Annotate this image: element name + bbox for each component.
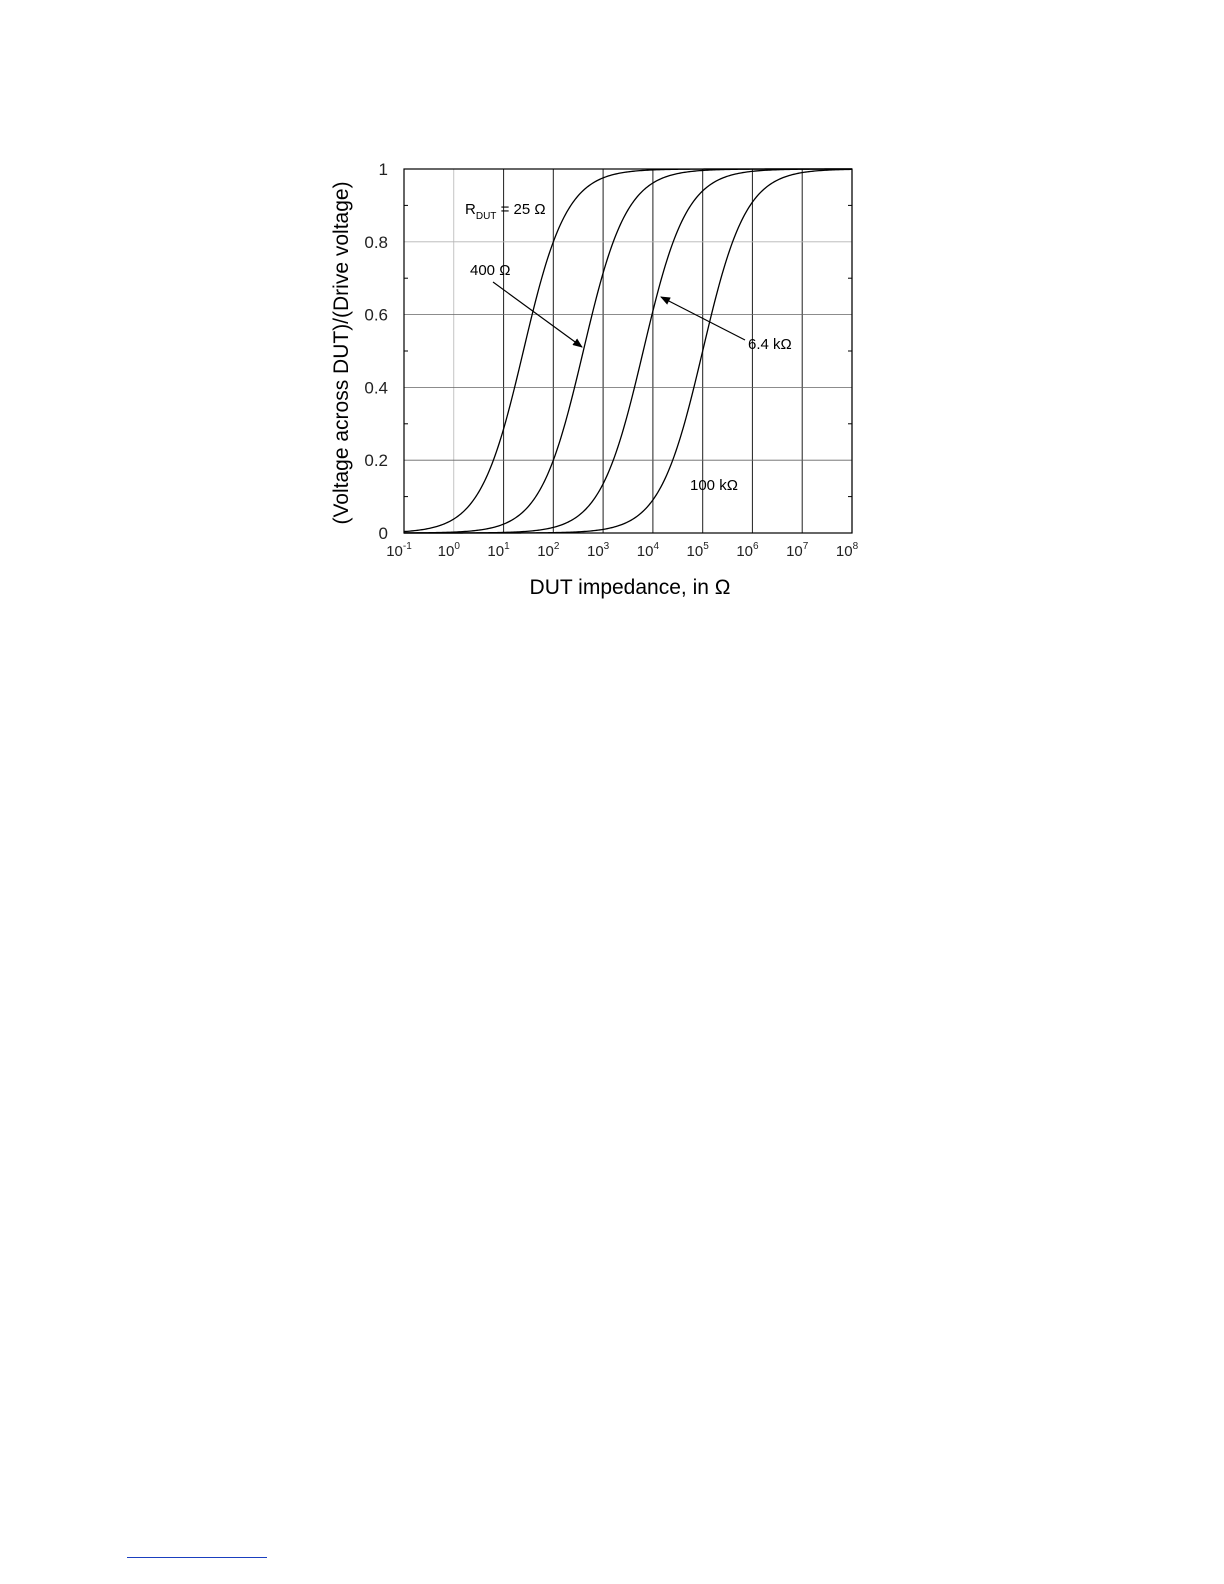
x-tick-label: 100 [438,541,461,560]
x-tick-label: 104 [637,541,660,560]
arrow-6-4-kohm [660,296,746,341]
x-axis-title: DUT impedance, in Ω [530,576,731,599]
y-tick-label: 0.6 [364,306,388,325]
annotation-r-main: R [465,201,476,218]
annotation-r-rest: = 25 Ω [496,201,545,218]
x-tick-label: 102 [537,541,560,560]
x-tick-label: 108 [836,541,859,560]
annotation-400-ohm: 400 Ω [470,262,510,279]
arrow-400-ohm [492,281,583,348]
annotation-100-kohm: 100 kΩ [690,477,738,494]
x-tick-label: 105 [687,541,710,560]
x-tick-label: 101 [487,541,510,560]
annotation-6-4-kohm: 6.4 kΩ [748,336,792,353]
y-tick-label: 1 [379,160,388,179]
footnote-rule [127,1557,267,1558]
x-tick-label: 106 [736,541,759,560]
y-axis-title: (Voltage across DUT)/(Drive voltage) [330,181,353,524]
y-tick-label: 0.4 [364,378,388,397]
x-tick-label: 103 [587,541,610,560]
y-tick-label: 0 [379,524,388,543]
y-tick-labels: 0 0.2 0.4 0.6 0.8 1 [364,160,388,543]
y-tick-label: 0.2 [364,451,388,470]
x-tick-label: 10-1 [386,541,412,560]
x-tick-labels: 10-1 100 101 102 103 104 105 106 107 108 [386,541,858,560]
plot-frame [403,168,853,534]
x-tick-label: 107 [786,541,809,560]
annotation-r-dut-25: RDUT = 25 Ω [465,201,546,222]
y-tick-label: 0.8 [364,233,388,252]
annotation-r-sub: DUT [476,211,497,222]
